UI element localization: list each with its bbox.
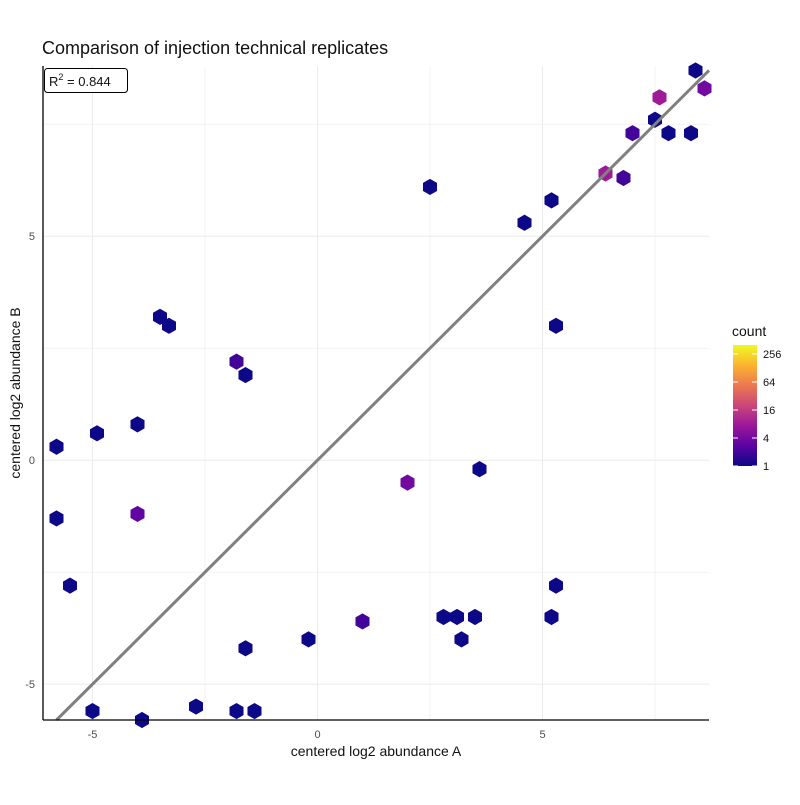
x-tick-label: 5 [539,729,545,741]
hex-bin [436,608,451,626]
hex-bin [247,702,262,720]
hex-bin [472,461,487,478]
x-tick-label: 0 [314,729,320,741]
fit-line [55,69,711,722]
color-legend: count 1 4 16 64 256 [732,323,781,473]
hex-bin [652,89,667,106]
hex-bin [697,80,712,97]
hex-bin [229,702,244,720]
hex-bin [49,438,64,455]
r2-annotation: R2 = 0.844 [44,68,128,93]
hex-bin [467,608,483,626]
hex-bin [49,510,64,527]
hex-bin [661,125,676,142]
hex-bin [238,640,253,657]
hex-bin [130,505,145,523]
hex-bin [548,317,564,334]
x-tick-label: -5 [88,729,98,741]
legend-tick-label: 1 [763,461,769,473]
grid-layer [43,66,709,720]
hex-bin [355,613,370,630]
hex-bin [85,702,100,720]
hex-bin [422,178,438,196]
hexbin-layer [49,62,712,729]
legend-title: count [732,323,766,339]
hex-bin [683,125,699,142]
y-tick-label: 0 [29,455,35,467]
hex-bin [454,631,469,648]
hex-bin [544,192,559,209]
legend-tick-label: 16 [763,405,775,417]
legend-tick-label: 4 [763,433,769,445]
x-axis-label: centered log2 abundance A [291,743,462,759]
y-tick-label: -5 [25,679,35,691]
r2-text: R2 = 0.844 [49,72,111,89]
hex-bin [400,474,415,491]
legend-tick-label: 256 [763,349,781,361]
chart-title: Comparison of injection technical replic… [42,38,388,58]
r2-superscript: 2 [58,72,63,82]
axis-layer: -5 0 5 -5 0 5 [25,66,709,741]
y-axis-label: centered log2 abundance B [7,307,23,478]
r2-value: = 0.844 [63,74,110,89]
hex-bin [130,416,145,433]
hex-bin [301,631,316,648]
fit-line-layer [55,69,711,722]
hex-bin [161,317,177,334]
hex-bin [238,366,253,384]
hex-bin [62,577,78,594]
hex-bin [647,111,663,128]
hex-bin [449,608,465,626]
legend-tick-label: 64 [763,377,775,389]
hex-bin [616,169,631,187]
y-tick-label: 5 [29,231,35,243]
hex-bin [625,125,640,142]
hex-bin [688,62,703,79]
hex-bin [188,698,204,715]
hex-bin [89,425,105,442]
hex-bin [517,214,532,231]
r2-symbol: R [49,74,58,89]
hex-bin [548,577,564,594]
legend-colorbar [733,345,757,466]
hex-bin [544,608,559,626]
hex-bin [229,353,244,370]
r2-box [44,68,128,93]
